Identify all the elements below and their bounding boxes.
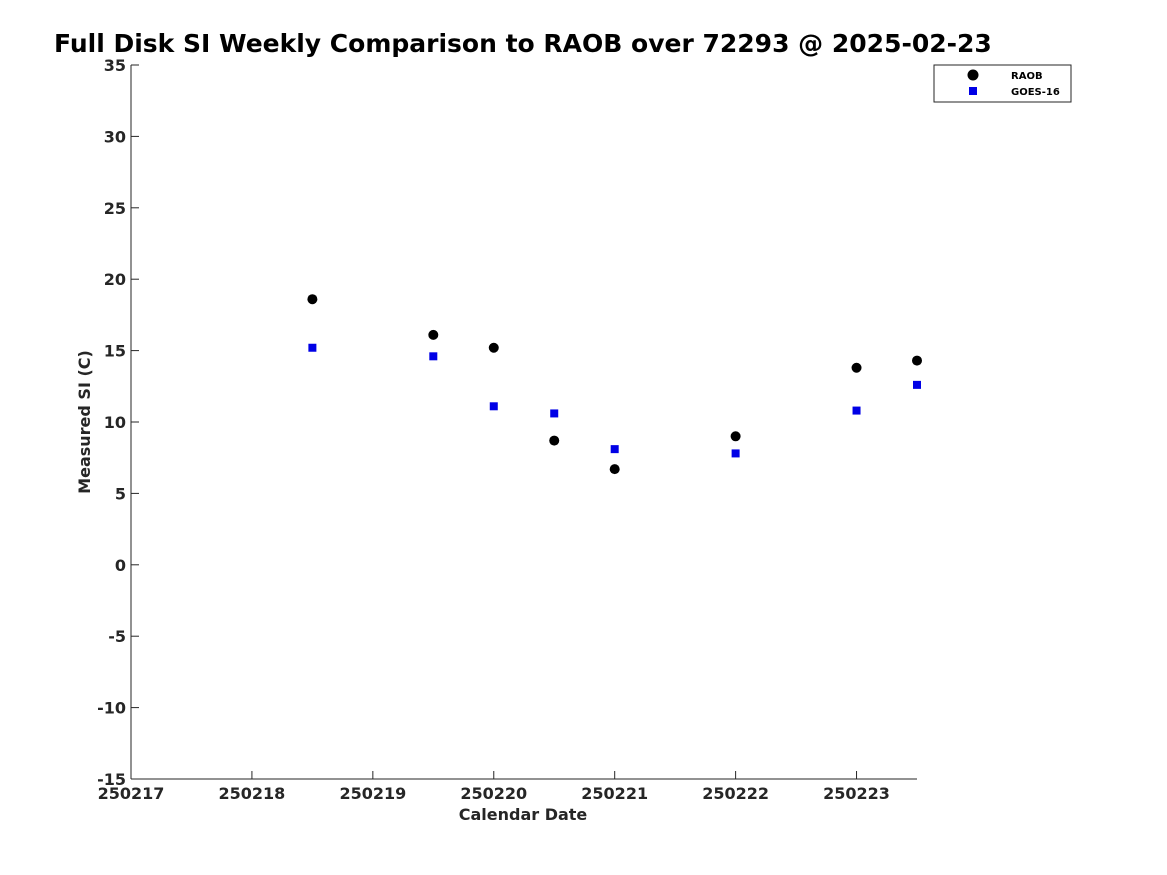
data-point-goes	[489, 402, 498, 411]
y-tick-label: 25	[104, 199, 126, 218]
data-point-raob	[549, 435, 560, 446]
y-tick-label: 0	[115, 556, 126, 575]
x-tick-label: 250221	[581, 784, 648, 803]
legend-label: RAOB	[1011, 71, 1043, 82]
x-tick-label: 250222	[702, 784, 769, 803]
legend-box	[933, 64, 1072, 103]
y-axis-label: Measured SI (C)	[75, 350, 94, 494]
x-tick-label: 250218	[219, 784, 286, 803]
data-point-goes	[852, 406, 861, 415]
legend: RAOB GOES-16	[933, 64, 1072, 103]
y-tick-label: 30	[104, 127, 126, 146]
legend-marker-square	[969, 87, 977, 95]
y-tick-label: 15	[104, 342, 126, 361]
data-point-raob	[609, 464, 620, 475]
x-tick-label: 250223	[823, 784, 890, 803]
data-point-goes	[731, 449, 740, 458]
y-tick-label: 20	[104, 270, 126, 289]
data-point-goes	[308, 343, 317, 352]
data-point-goes	[550, 409, 559, 418]
plot-axes: -15 -10 -5 0 5 10 15 20 25 30 35 250217 250218 250219…	[97, 56, 917, 803]
y-tick-label: 35	[104, 56, 126, 75]
y-tick-label: -10	[97, 699, 126, 718]
data-point-raob	[730, 431, 741, 442]
data-point-raob	[851, 362, 862, 373]
series-raob	[307, 294, 922, 475]
data-point-raob	[488, 342, 499, 353]
y-tick-label: 5	[115, 484, 126, 503]
series-goes-16	[308, 343, 921, 458]
x-tick-label: 250217	[98, 784, 165, 803]
data-point-goes	[610, 445, 619, 454]
data-point-raob	[307, 294, 318, 305]
chart-title: Full Disk SI Weekly Comparison to RAOB o…	[54, 29, 992, 58]
plot-marks	[307, 294, 922, 475]
y-tick-label: -15	[97, 770, 126, 789]
x-axis-label: Calendar Date	[459, 805, 588, 824]
x-tick-label: 250219	[339, 784, 406, 803]
data-point-raob	[912, 355, 922, 366]
legend-label: GOES-16	[1011, 87, 1060, 98]
data-point-raob	[428, 329, 439, 340]
data-point-goes	[429, 352, 438, 361]
y-tick-label: -5	[108, 627, 126, 646]
x-tick-label: 250220	[460, 784, 527, 803]
y-tick-label: 10	[104, 413, 126, 432]
legend-marker-circle	[967, 69, 979, 81]
data-point-goes	[913, 380, 921, 389]
